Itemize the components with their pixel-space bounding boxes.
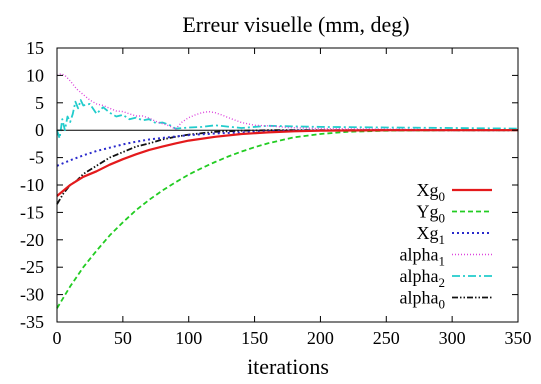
y-tick-label: 10 bbox=[26, 65, 44, 85]
x-tick-label: 350 bbox=[505, 328, 532, 348]
legend-label-alpha1: alpha1 bbox=[400, 245, 445, 269]
x-tick-label: 100 bbox=[175, 328, 202, 348]
x-tick-label: 50 bbox=[114, 328, 132, 348]
y-tick-label: -15 bbox=[20, 202, 44, 222]
series-line-alpha2-4 bbox=[56, 99, 519, 140]
legend-label-alpha2: alpha2 bbox=[400, 266, 445, 290]
x-tick-label: 300 bbox=[439, 328, 466, 348]
series-line-Xg0 bbox=[56, 129, 518, 197]
x-tick-label: 200 bbox=[307, 328, 334, 348]
plot-area bbox=[56, 73, 519, 309]
chart-title: Erreur visuelle (mm, deg) bbox=[182, 12, 409, 37]
plot-frame bbox=[56, 47, 519, 323]
y-tick-label: 5 bbox=[35, 93, 44, 113]
series-line-alpha1-3 bbox=[56, 73, 518, 131]
legend-label-Yg0: Yg0 bbox=[417, 202, 446, 226]
series-line-Yg0-1 bbox=[56, 129, 518, 309]
y-tick-label: -10 bbox=[20, 175, 44, 195]
y-tick-label: 0 bbox=[35, 120, 44, 140]
axes: 0 50 100 150 200 250 300 350151050-5-10-15-20-2… bbox=[20, 38, 532, 348]
legend-label-Xg1: Xg1 bbox=[417, 223, 446, 247]
series-line-Xg1-2 bbox=[56, 129, 518, 167]
x-tick-label: 0 bbox=[53, 328, 62, 348]
legend-label-Xg0: Xg0 bbox=[417, 180, 446, 204]
series-line-alpha0-5 bbox=[56, 129, 518, 205]
legend-label-alpha0: alpha0 bbox=[400, 288, 445, 312]
x-axis-label: iterations bbox=[247, 354, 329, 379]
y-tick-label: -35 bbox=[20, 312, 44, 332]
y-tick-label: -25 bbox=[20, 257, 44, 277]
y-tick-label: -30 bbox=[20, 285, 44, 305]
y-tick-label: 15 bbox=[26, 38, 44, 58]
x-tick-label: 250 bbox=[373, 328, 400, 348]
x-tick-label: 150 bbox=[241, 328, 268, 348]
y-tick-label: -5 bbox=[29, 148, 44, 168]
y-tick-label: -20 bbox=[20, 230, 44, 250]
